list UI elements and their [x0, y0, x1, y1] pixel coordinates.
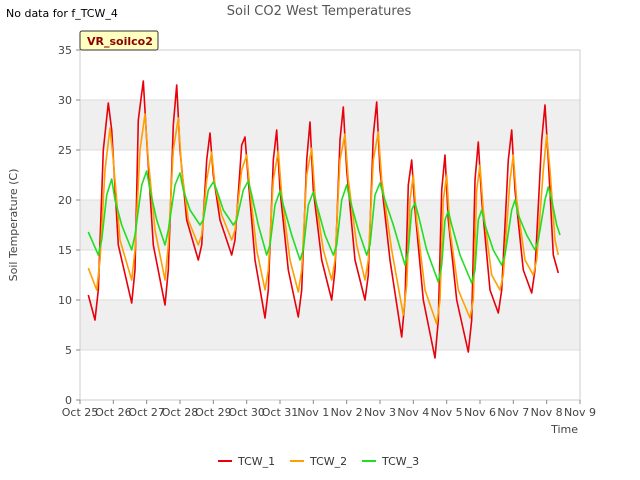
y-tick-label: 30 — [58, 94, 72, 107]
plot-frame — [79, 49, 581, 401]
legend-label: TCW_2 — [309, 455, 347, 468]
x-tick-label: Oct 25 — [62, 406, 99, 419]
background-band — [80, 300, 580, 350]
y-axis: 0 5 10 15 20 25 30 35 — [58, 44, 80, 407]
background-band — [80, 100, 580, 150]
x-tick-label: Nov 9 — [564, 406, 596, 419]
x-tick-label: Oct 31 — [262, 406, 299, 419]
site-badge: VR_soilco2 — [79, 30, 159, 51]
x-tick-label: Nov 6 — [464, 406, 496, 419]
x-tick-label: Oct 28 — [162, 406, 199, 419]
x-axis-label: Time — [550, 423, 578, 436]
series-line-tcw-3 — [87, 170, 561, 284]
y-tick-label: 10 — [58, 294, 72, 307]
legend-item-tcw-3: TCW_3 — [362, 455, 419, 468]
x-tick-label: Oct 30 — [228, 406, 265, 419]
legend-label: TCW_1 — [237, 455, 275, 468]
y-tick-label: 5 — [65, 344, 72, 357]
y-axis-label: Soil Temperature (C) — [7, 169, 20, 282]
x-tick-label: Nov 4 — [397, 406, 429, 419]
no-data-message: No data for f_TCW_4 — [6, 7, 118, 20]
x-tick-label: Nov 2 — [331, 406, 363, 419]
y-tick-label: 35 — [58, 44, 72, 57]
legend: TCW_1 TCW_2 TCW_3 — [218, 455, 419, 468]
series-lines — [87, 80, 561, 359]
x-tick-label: Oct 27 — [128, 406, 165, 419]
x-tick-label: Oct 26 — [95, 406, 132, 419]
y-tick-label: 20 — [58, 194, 72, 207]
legend-item-tcw-2: TCW_2 — [290, 455, 347, 468]
legend-label: TCW_3 — [381, 455, 419, 468]
x-tick-label: Nov 7 — [497, 406, 529, 419]
legend-item-tcw-1: TCW_1 — [218, 455, 275, 468]
x-tick-label: Nov 3 — [364, 406, 396, 419]
site-badge-label: VR_soilco2 — [87, 35, 153, 48]
x-tick-label: Nov 5 — [431, 406, 463, 419]
y-tick-label: 0 — [65, 394, 72, 407]
x-tick-label: Nov 1 — [297, 406, 329, 419]
chart-title: Soil CO2 West Temperatures — [227, 4, 412, 19]
x-tick-label: Nov 8 — [531, 406, 563, 419]
y-tick-label: 15 — [58, 244, 72, 257]
y-tick-label: 25 — [58, 144, 72, 157]
x-tick-label: Oct 29 — [195, 406, 232, 419]
